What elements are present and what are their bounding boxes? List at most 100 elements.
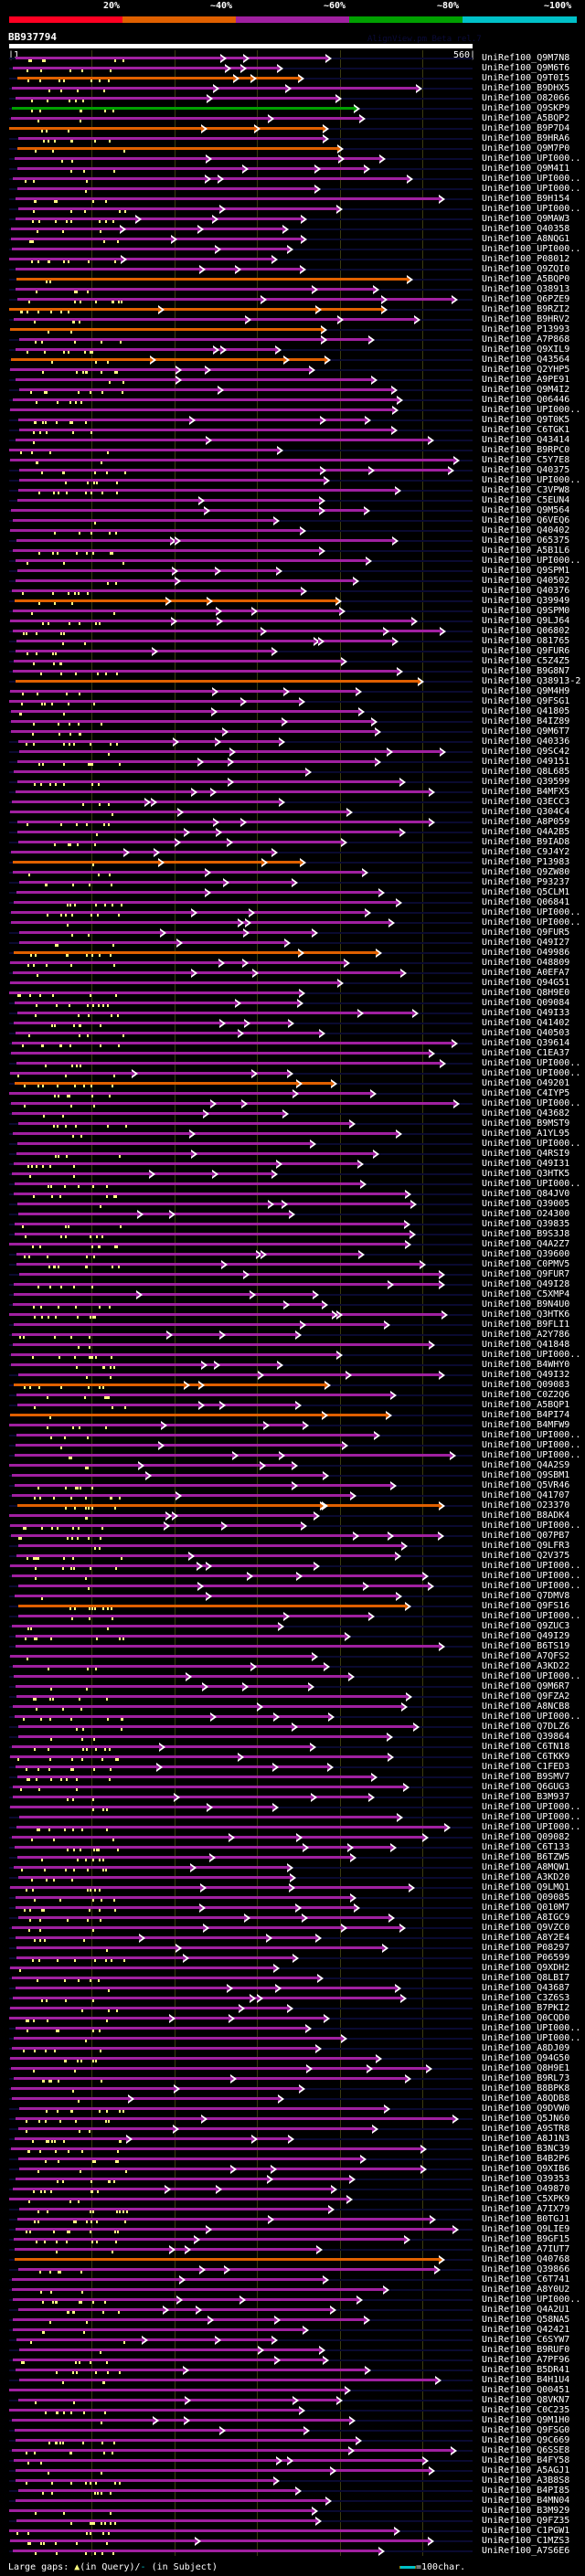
alignment-bar[interactable] bbox=[14, 1283, 441, 1286]
hit-label[interactable]: UniRef100_Q38913 bbox=[482, 284, 570, 294]
hit-label[interactable]: UniRef100_O49151 bbox=[482, 757, 570, 767]
hit-label[interactable]: UniRef100_A7QFS2 bbox=[482, 1651, 570, 1661]
hit-label[interactable]: UniRef100_B5DR41 bbox=[482, 2365, 570, 2375]
hit-label[interactable]: UniRef100_Q40768 bbox=[482, 2254, 570, 2264]
alignment-bar[interactable] bbox=[10, 328, 324, 331]
alignment-bar[interactable] bbox=[19, 2348, 322, 2351]
hit-label[interactable]: UniRef100_UPI000.. bbox=[482, 1802, 581, 1812]
alignment-bar[interactable] bbox=[18, 2127, 375, 2130]
alignment-bar[interactable] bbox=[19, 2107, 387, 2110]
hit-label[interactable]: UniRef100_Q09082 bbox=[482, 1832, 570, 1842]
alignment-bar[interactable] bbox=[13, 630, 442, 632]
hit-label[interactable]: UniRef100_Q43687 bbox=[482, 1983, 570, 1993]
alignment-bar[interactable] bbox=[17, 1142, 313, 1145]
alignment-bar[interactable] bbox=[16, 288, 376, 291]
hit-label[interactable]: UniRef100_B9RPC0 bbox=[482, 445, 570, 455]
hit-label[interactable]: UniRef100_B8ADK4 bbox=[482, 1511, 570, 1521]
alignment-bar[interactable] bbox=[17, 298, 454, 301]
alignment-bar[interactable] bbox=[10, 1806, 275, 1808]
hit-label[interactable]: UniRef100_B9RZI2 bbox=[482, 304, 570, 314]
hit-label[interactable]: UniRef100_Q39866 bbox=[482, 2264, 570, 2274]
hit-label[interactable]: UniRef100_A7S6E6 bbox=[482, 2546, 570, 2556]
hit-label[interactable]: UniRef100_Q2V375 bbox=[482, 1551, 570, 1561]
hit-label[interactable]: UniRef100_Q3ECC3 bbox=[482, 797, 570, 807]
alignment-bar[interactable] bbox=[15, 2429, 306, 2432]
hit-label[interactable]: UniRef100_B9RL73 bbox=[482, 2073, 570, 2083]
hit-label[interactable]: UniRef100_A8MQW1 bbox=[482, 1862, 570, 1872]
alignment-bar[interactable] bbox=[12, 1574, 425, 1577]
hit-label[interactable]: UniRef100_Q9LJ64 bbox=[482, 616, 570, 626]
hit-label[interactable]: UniRef100_UPI000.. bbox=[482, 1671, 581, 1681]
alignment-bar[interactable] bbox=[19, 941, 287, 944]
hit-label[interactable]: UniRef100_A7P868 bbox=[482, 334, 570, 345]
alignment-bar[interactable] bbox=[18, 1122, 352, 1125]
hit-label[interactable]: UniRef100_Q8VKN7 bbox=[482, 2395, 570, 2405]
hit-label[interactable]: UniRef100_B6TS19 bbox=[482, 1641, 570, 1651]
hit-label[interactable]: UniRef100_A8QDB8 bbox=[482, 2094, 570, 2104]
hit-label[interactable]: UniRef100_Q9SPM0 bbox=[482, 606, 570, 616]
alignment-bar[interactable] bbox=[15, 1715, 331, 1718]
alignment-bar[interactable] bbox=[16, 1032, 322, 1034]
hit-label[interactable]: UniRef100_UPI000.. bbox=[482, 1350, 581, 1360]
hit-label[interactable]: UniRef100_Q9VZC0 bbox=[482, 1923, 570, 1933]
alignment-bar[interactable] bbox=[18, 137, 325, 140]
alignment-bar[interactable] bbox=[10, 1072, 290, 1075]
alignment-bar[interactable] bbox=[16, 278, 410, 281]
alignment-bar[interactable] bbox=[14, 2459, 425, 2462]
alignment-bar[interactable] bbox=[19, 2208, 331, 2210]
alignment-bar[interactable] bbox=[10, 961, 346, 964]
hit-label[interactable]: UniRef100_B4B2P6 bbox=[482, 2154, 570, 2164]
hit-label[interactable]: UniRef100_C0Z2Q6 bbox=[482, 1390, 570, 1400]
hit-label[interactable]: UniRef100_B8BPK8 bbox=[482, 2083, 570, 2094]
alignment-bar[interactable] bbox=[16, 348, 278, 351]
alignment-bar[interactable] bbox=[14, 2077, 408, 2080]
alignment-bar[interactable] bbox=[11, 238, 303, 240]
alignment-bar[interactable] bbox=[13, 1303, 324, 1306]
alignment-bar[interactable] bbox=[10, 1966, 276, 1969]
hit-label[interactable]: UniRef100_UPI000.. bbox=[482, 917, 581, 928]
alignment-bar[interactable] bbox=[11, 2087, 302, 2090]
alignment-bar[interactable] bbox=[16, 1695, 409, 1698]
hit-label[interactable]: UniRef100_Q7DLZ6 bbox=[482, 1722, 570, 1732]
alignment-bar[interactable] bbox=[18, 2489, 298, 2492]
hit-label[interactable]: UniRef100_B4MFX5 bbox=[482, 787, 570, 797]
hit-label[interactable]: UniRef100_B4IZ89 bbox=[482, 716, 570, 726]
alignment-bar[interactable] bbox=[15, 157, 382, 160]
hit-label[interactable]: UniRef100_UPI000.. bbox=[482, 1139, 581, 1149]
hit-label[interactable]: UniRef100_B7PKI2 bbox=[482, 2003, 570, 2013]
hit-label[interactable]: UniRef100_Q0CQD0 bbox=[482, 2013, 570, 2023]
hit-label[interactable]: UniRef100_Q9SBM1 bbox=[482, 1470, 570, 1480]
alignment-bar[interactable] bbox=[16, 680, 420, 683]
alignment-bar[interactable] bbox=[10, 620, 414, 622]
hit-label[interactable]: UniRef100_UPI000.. bbox=[482, 1581, 581, 1591]
hit-label[interactable]: UniRef100_C3Z6S3 bbox=[482, 1993, 570, 2003]
hit-label[interactable]: UniRef100_C6TN18 bbox=[482, 1742, 570, 1752]
hit-label[interactable]: UniRef100_UPI000.. bbox=[482, 1440, 581, 1450]
hit-label[interactable]: UniRef100_Q9MAW3 bbox=[482, 214, 570, 224]
hit-label[interactable]: UniRef100_Q9T0K5 bbox=[482, 415, 570, 425]
alignment-bar[interactable] bbox=[13, 549, 322, 552]
hit-label[interactable]: UniRef100_Q9FZ35 bbox=[482, 2516, 570, 2526]
hit-label[interactable]: UniRef100_Q6SSE8 bbox=[482, 2445, 570, 2455]
alignment-bar[interactable] bbox=[16, 2228, 455, 2231]
alignment-bar[interactable] bbox=[17, 1404, 298, 1406]
hit-label[interactable]: UniRef100_Q6PZE9 bbox=[482, 294, 570, 304]
alignment-bar[interactable] bbox=[19, 429, 394, 431]
alignment-bar[interactable] bbox=[17, 569, 279, 572]
alignment-bar[interactable] bbox=[16, 559, 368, 562]
hit-label[interactable]: UniRef100_Q41805 bbox=[482, 706, 570, 716]
alignment-bar[interactable] bbox=[18, 2157, 363, 2160]
hit-label[interactable]: UniRef100_UPI000.. bbox=[482, 204, 581, 214]
alignment-bar[interactable] bbox=[19, 479, 326, 482]
alignment-bar[interactable] bbox=[18, 1585, 431, 1587]
alignment-bar[interactable] bbox=[11, 911, 367, 914]
alignment-bar[interactable] bbox=[9, 1514, 316, 1517]
alignment-bar[interactable] bbox=[14, 660, 344, 663]
alignment-bar[interactable] bbox=[16, 2499, 328, 2502]
hit-label[interactable]: UniRef100_C4IYP5 bbox=[482, 1088, 570, 1098]
alignment-bar[interactable] bbox=[16, 57, 328, 59]
hit-label[interactable]: UniRef100_P08297 bbox=[482, 1943, 570, 1953]
hit-label[interactable]: UniRef100_A0EFA7 bbox=[482, 968, 570, 978]
hit-label[interactable]: UniRef100_B9GF15 bbox=[482, 2234, 570, 2244]
hit-label[interactable]: UniRef100_Q9FZA2 bbox=[482, 1691, 570, 1701]
